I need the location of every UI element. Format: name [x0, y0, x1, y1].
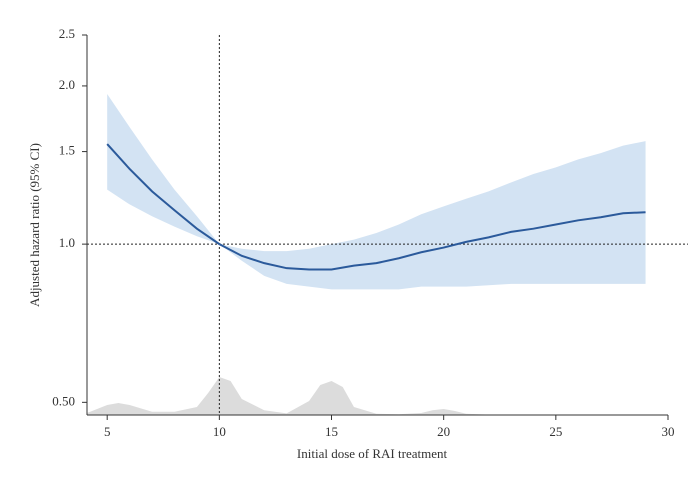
y-tick-label: 2.5 [59, 26, 75, 41]
y-tick-label: 0.50 [52, 393, 75, 408]
x-tick-label: 25 [549, 424, 562, 439]
x-axis-label: Initial dose of RAI treatment [297, 446, 448, 461]
hazard-line [106, 143, 646, 271]
x-tick-label: 20 [437, 424, 450, 439]
y-tick-label: 2.0 [59, 77, 75, 92]
x-tick-label: 10 [213, 424, 226, 439]
density [87, 377, 646, 415]
x-tick-label: 30 [662, 424, 675, 439]
x-tick-label: 5 [104, 424, 111, 439]
x-tick-label: 15 [325, 424, 338, 439]
y-tick-label: 1.0 [59, 235, 75, 250]
y-tick-label: 1.5 [59, 143, 75, 158]
ci-band [107, 94, 646, 290]
y-axis-label: Adjusted hazard ratio (95% CI) [27, 143, 42, 307]
